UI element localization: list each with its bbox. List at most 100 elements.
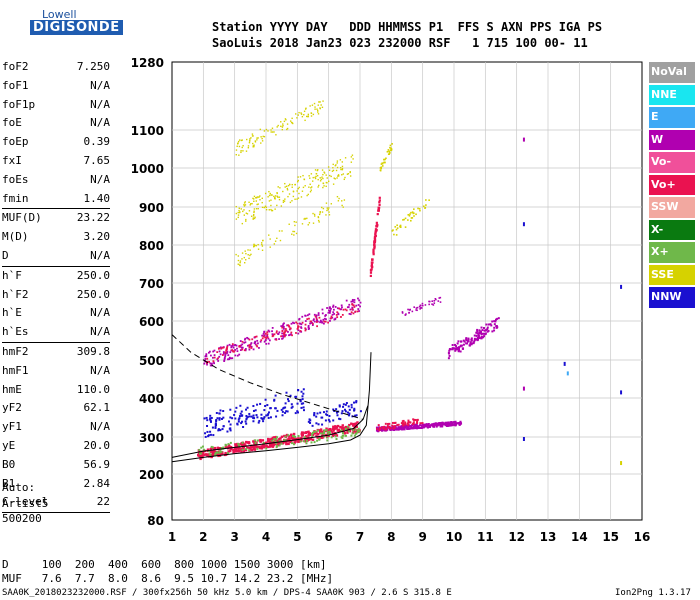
echo-point [343,178,345,181]
echo-point [316,319,318,322]
echo-point [321,308,324,311]
echo-point [244,420,247,423]
echo-point [317,423,320,426]
echo-point [381,165,384,167]
echo-point [237,263,239,265]
echo-point [252,197,254,200]
echo-point [444,424,447,427]
echo-point [237,214,240,216]
echo-point [254,335,257,338]
echo-point [344,157,347,159]
param-value: N/A [90,78,110,92]
echo-point [257,421,260,424]
echo-point [439,296,442,299]
echo-point [262,441,265,444]
param-value: 309.8 [76,344,110,358]
echo-point [314,215,316,217]
echo-point [335,408,338,411]
echo-point [248,346,251,349]
echo-point [230,349,233,352]
echo-point [350,406,353,409]
echo-point [413,306,415,308]
param-key: foE [2,116,22,130]
echo-point [236,347,238,350]
echo-point [313,213,316,216]
echo-point [344,176,346,179]
echo-point [231,357,234,360]
echo-point [419,304,422,307]
echo-point [370,263,373,266]
echo-point [281,325,284,327]
echo-point [276,204,278,207]
echo-point [275,442,278,445]
echo-point [242,150,244,152]
echo-point [304,323,307,326]
echo-point [254,441,257,444]
echo-point [297,329,300,332]
echo-point [336,307,339,310]
echo-point [266,334,269,337]
echo-point [404,423,407,426]
echo-point [387,153,390,156]
echo-point [259,199,261,201]
echo-point [480,326,483,329]
echo-point [353,434,356,437]
echo-point [404,314,407,316]
echo-point [252,146,254,148]
echo-point [251,202,253,205]
echo-point [336,424,340,428]
echo-point [273,437,276,440]
echo-point [357,427,360,430]
echo-point [259,195,261,197]
echo-point [248,338,251,341]
echo-point [316,108,318,110]
echo-point [337,312,340,315]
echo-point [235,218,238,220]
echo-point [425,425,428,428]
echo-point [620,390,623,395]
echo-point [278,230,281,232]
echo-point [311,438,315,441]
echo-point [387,149,390,151]
x-tick-label: 3 [230,530,238,544]
echo-point [374,228,378,231]
echo-point [266,333,269,336]
echo-point [320,430,324,434]
echo-point [277,333,279,335]
echo-point [337,175,339,177]
echo-point [250,415,253,418]
echo-point [311,424,314,427]
echo-point [336,429,340,432]
echo-point [375,224,378,227]
echo-point [319,107,321,110]
echo-point [371,265,374,268]
echo-point [280,325,283,328]
echo-point [280,335,283,338]
echo-point [442,423,445,426]
muf-row: MUF 7.6 7.7 8.0 8.6 9.5 10.7 14.2 23.2 [… [2,572,334,585]
echo-point [208,360,210,363]
param-value: 1.40 [83,191,111,205]
echo-point [445,424,448,427]
echo-point [379,167,382,169]
echo-point [289,333,292,336]
echo-point [353,299,356,301]
echo-point [373,245,376,249]
echo-point [417,426,420,429]
echo-point [334,306,337,308]
echo-point [280,121,282,123]
echo-point [278,442,281,445]
echo-point [333,177,335,179]
echo-point [318,213,321,216]
echo-point [200,446,203,449]
echo-point [358,430,361,433]
echo-point [238,145,241,148]
echo-point [317,216,319,218]
x-tick-label: 8 [387,530,395,544]
echo-point [253,210,255,212]
echo-point [276,237,278,240]
echo-point [255,244,257,247]
echo-point [273,442,277,445]
echo-point [273,243,276,245]
echo-point [209,419,212,422]
